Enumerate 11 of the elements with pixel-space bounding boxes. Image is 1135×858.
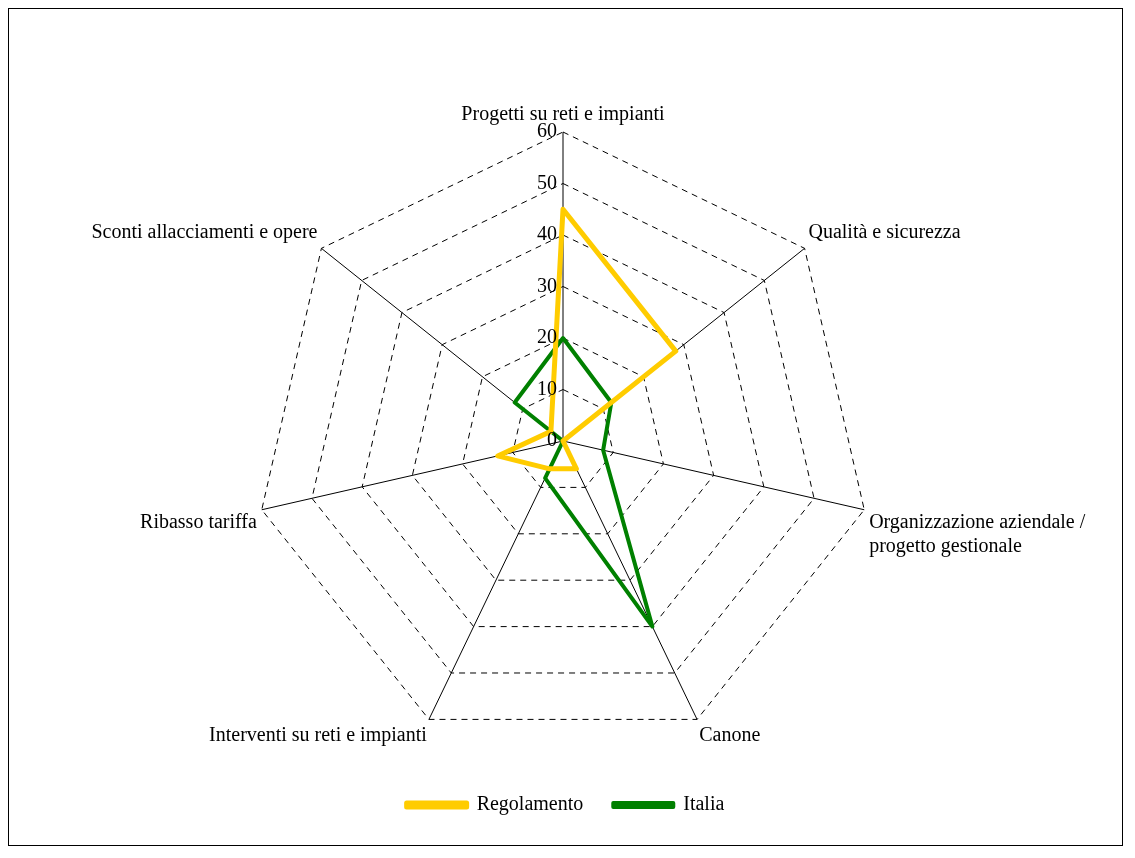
spoke-label: Qualità e sicurezza xyxy=(808,220,961,243)
y-tick-label: 30 xyxy=(537,273,557,296)
legend-label: Italia xyxy=(683,792,725,815)
spoke-label: Ribasso tariffa xyxy=(140,510,257,533)
spoke-label: Canone xyxy=(699,723,761,746)
spoke-label: Interventi su reti e impianti xyxy=(209,723,428,747)
legend-label: Regolamento xyxy=(476,792,584,816)
spoke-label: Organizzazione aziendale / progetto gestionale xyxy=(869,510,1086,558)
y-tick-label: 50 xyxy=(537,170,557,193)
spoke-label: Sconti allacciamenti e opere xyxy=(91,220,318,244)
y-tick-label: 40 xyxy=(537,222,557,245)
